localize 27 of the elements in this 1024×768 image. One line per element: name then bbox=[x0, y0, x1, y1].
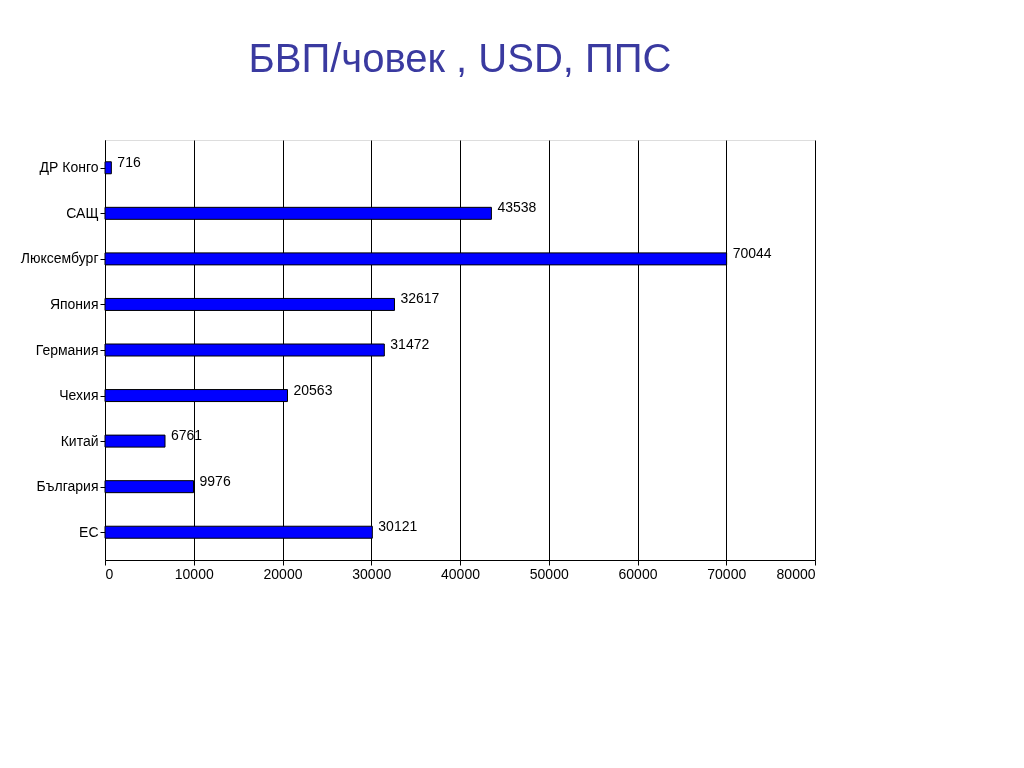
data-label: 716 bbox=[117, 153, 141, 170]
x-tick-label: 10000 bbox=[174, 565, 214, 582]
x-tick-label: 70000 bbox=[707, 565, 747, 582]
y-tick-label: България bbox=[36, 478, 99, 495]
x-tick-label: 60000 bbox=[618, 565, 658, 582]
y-tick-label: Люксембург bbox=[20, 250, 99, 267]
data-label: 9976 bbox=[199, 472, 231, 489]
data-label: 43538 bbox=[497, 199, 537, 216]
x-tick-label: 80000 bbox=[776, 565, 816, 582]
y-tick-label: САЩ bbox=[66, 204, 99, 221]
data-label: 32617 bbox=[400, 290, 440, 307]
x-tick-label: 50000 bbox=[529, 565, 569, 582]
chart-title: БВП/човек , USD, ППС bbox=[248, 36, 672, 80]
y-tick-label: Германия bbox=[35, 341, 99, 358]
y-tick-label: ЕС bbox=[79, 523, 99, 540]
y-tick-label: Япония bbox=[49, 295, 99, 312]
x-tick-label: 0 bbox=[105, 565, 114, 582]
y-tick-label: Чехия bbox=[59, 387, 99, 404]
data-label: 70044 bbox=[732, 244, 772, 261]
data-label: 20563 bbox=[293, 381, 333, 398]
x-tick-label: 20000 bbox=[263, 565, 303, 582]
x-tick-label: 40000 bbox=[441, 565, 481, 582]
y-tick-label: Китай bbox=[60, 432, 99, 449]
x-tick-label: 30000 bbox=[352, 565, 392, 582]
data-label: 31472 bbox=[390, 336, 430, 352]
data-label: 30121 bbox=[378, 518, 418, 535]
y-tick-label: ДР Конго bbox=[39, 159, 99, 176]
